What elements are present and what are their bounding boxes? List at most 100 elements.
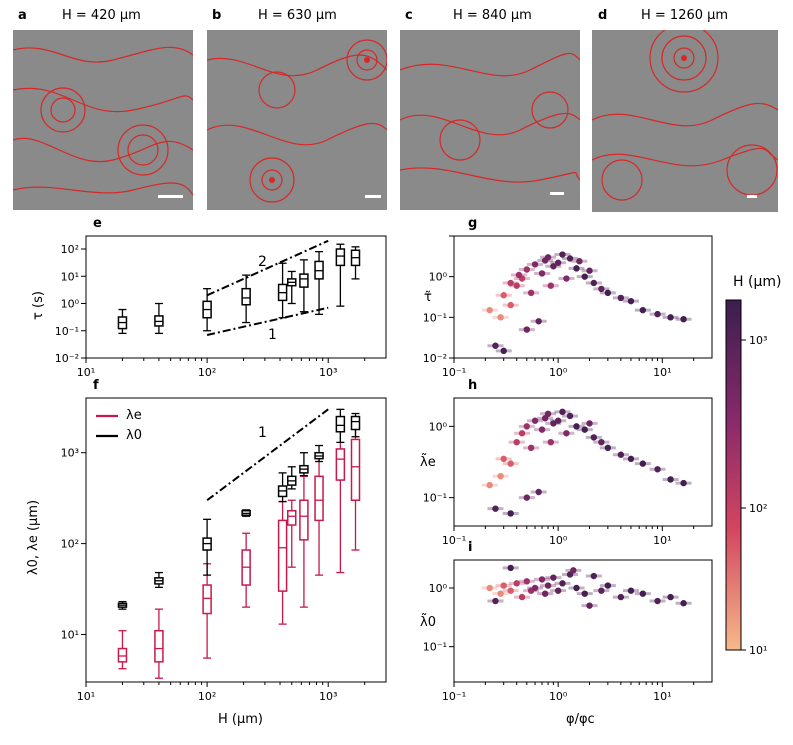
- colorbar-tick-label: 10²: [749, 502, 767, 515]
- data-point: [573, 585, 579, 591]
- box: [242, 289, 250, 305]
- y-tick-label: 10²: [61, 243, 79, 256]
- box: [288, 511, 296, 525]
- legend-lambda-e: λe: [126, 408, 142, 423]
- x-tick-label: 10¹: [653, 690, 671, 703]
- box: [300, 274, 308, 287]
- y-tick-label: 10⁻¹: [55, 325, 79, 338]
- data-point: [586, 602, 592, 608]
- i-ylabel: λ̃0: [420, 615, 436, 630]
- data-point: [500, 292, 506, 298]
- data-point: [492, 505, 498, 511]
- slope-guide: [207, 241, 328, 295]
- data-point: [539, 576, 545, 582]
- data-point: [486, 307, 492, 313]
- x-tick-label: 10²: [198, 366, 216, 379]
- data-point: [605, 582, 611, 588]
- data-point: [555, 418, 561, 424]
- x-tick-label: 10⁰: [549, 690, 568, 703]
- panel-e-letter: e: [93, 216, 102, 231]
- data-point: [548, 439, 554, 445]
- data-point: [582, 590, 588, 596]
- x-tick-label: 10⁰: [549, 534, 568, 547]
- data-point: [542, 590, 548, 596]
- e-ylabel: τ (s): [31, 291, 46, 320]
- data-point: [507, 510, 513, 516]
- y-tick-label: 10⁰: [429, 582, 448, 595]
- data-point: [550, 574, 556, 580]
- box: [315, 476, 323, 520]
- data-point: [640, 460, 646, 466]
- data-point: [573, 265, 579, 271]
- data-point: [516, 272, 522, 278]
- data-point: [532, 261, 538, 267]
- y-tick-label: 10⁻¹: [423, 311, 447, 324]
- x-tick-label: 10³: [319, 690, 337, 703]
- data-point: [567, 413, 573, 419]
- data-point: [680, 316, 686, 322]
- x-tick-label: 10¹: [653, 366, 671, 379]
- data-point: [586, 268, 592, 274]
- data-point: [507, 302, 513, 308]
- data-point: [667, 476, 673, 482]
- box: [155, 631, 163, 662]
- data-point: [500, 582, 506, 588]
- data-point: [618, 594, 624, 600]
- data-point: [507, 565, 513, 571]
- data-point: [539, 426, 545, 432]
- data-point: [591, 573, 597, 579]
- data-point: [618, 452, 624, 458]
- data-point: [628, 587, 634, 593]
- y-tick-label: 10⁻¹: [423, 641, 447, 654]
- data-point: [507, 280, 513, 286]
- data-point: [591, 280, 597, 286]
- colorbar-ticks: 10³ 10² 10¹: [741, 334, 767, 657]
- g-ylabel: τ̃: [424, 290, 432, 305]
- plot-g-frame: [454, 236, 712, 358]
- slope-label-1-e: 1: [268, 327, 277, 343]
- data-point: [605, 445, 611, 451]
- legend-lambda-0: λ0: [126, 428, 142, 443]
- h-ylabel: λ̃e: [420, 455, 436, 470]
- data-point: [492, 598, 498, 604]
- data-point: [628, 456, 634, 462]
- data-point: [514, 439, 520, 445]
- plot-i-frame: [454, 560, 712, 682]
- data-point: [545, 411, 551, 417]
- data-point: [486, 482, 492, 488]
- data-point: [680, 600, 686, 606]
- data-point: [492, 343, 498, 349]
- data-point: [545, 254, 551, 260]
- data-point: [576, 258, 582, 264]
- colorbar-tick-label: 10³: [749, 334, 767, 347]
- i-xlabel: φ/φc: [566, 712, 595, 727]
- plot-h-frame: [454, 398, 712, 526]
- data-point: [586, 420, 592, 426]
- data-point: [654, 466, 660, 472]
- x-tick-label: 10⁰: [549, 366, 568, 379]
- y-tick-label: 10⁰: [429, 271, 448, 284]
- data-point: [535, 489, 541, 495]
- data-point: [598, 286, 604, 292]
- box: [336, 417, 344, 432]
- data-point: [559, 409, 565, 415]
- data-point: [654, 598, 660, 604]
- box: [336, 449, 344, 480]
- data-point: [545, 582, 551, 588]
- y-tick-label: 10⁻¹: [423, 492, 447, 505]
- data-point: [519, 430, 525, 436]
- box: [352, 439, 360, 500]
- f-xlabel: H (µm): [218, 712, 263, 727]
- data-point: [667, 314, 673, 320]
- data-point: [528, 445, 534, 451]
- colorbar-tick-label: 10¹: [749, 644, 767, 657]
- data-point: [500, 348, 506, 354]
- data-point: [680, 480, 686, 486]
- x-tick-label: 10⁻¹: [442, 366, 466, 379]
- data-point: [598, 439, 604, 445]
- data-point: [654, 311, 660, 317]
- data-point: [507, 460, 513, 466]
- data-point: [563, 275, 569, 281]
- data-point: [598, 587, 604, 593]
- data-point: [524, 266, 530, 272]
